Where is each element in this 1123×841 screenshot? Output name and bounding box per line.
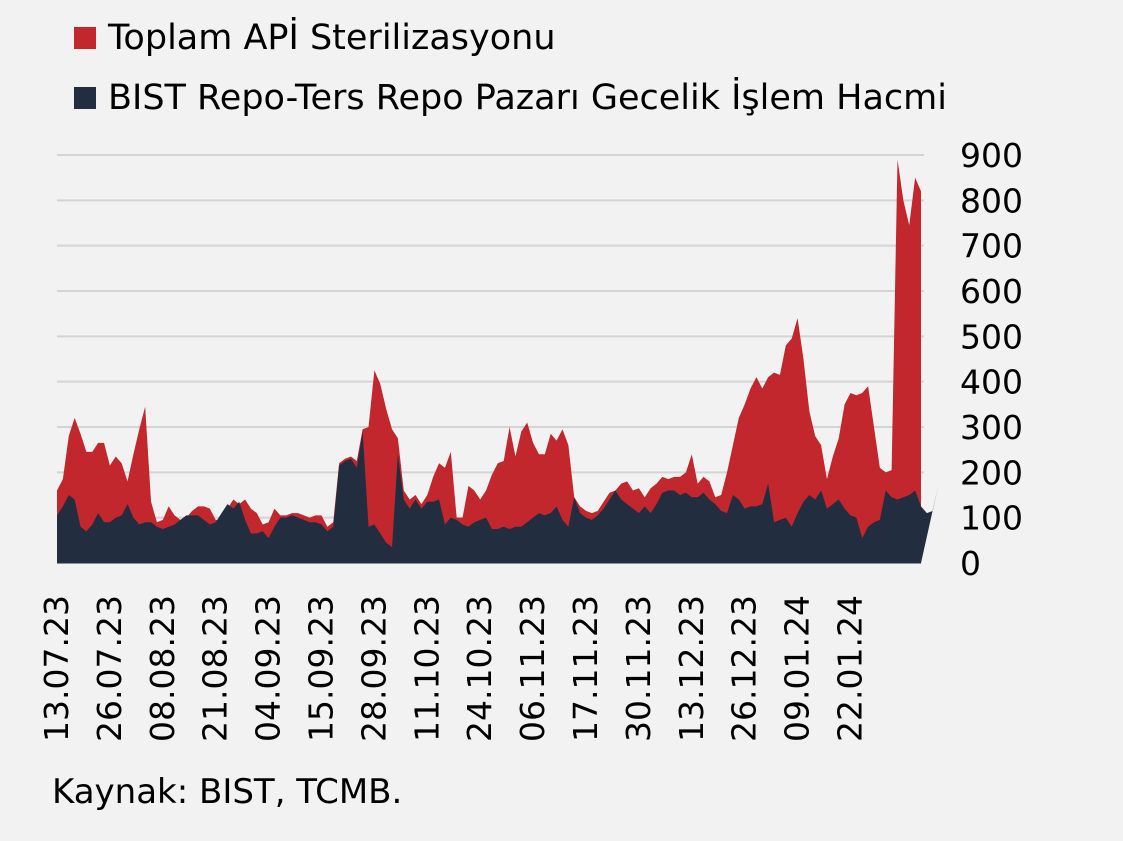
x-tick-label-04.09.23: 04.09.23 — [249, 595, 288, 742]
series-area-repo-volume — [57, 431, 939, 563]
legend-label-repo-volume: BIST Repo-Ters Repo Pazarı Gecelik İşlem… — [108, 78, 947, 118]
x-tick-label-15.09.23: 15.09.23 — [301, 595, 340, 742]
y-tick-label-500: 500 — [960, 317, 1023, 356]
x-tick-label-26.07.23: 26.07.23 — [90, 595, 129, 742]
y-tick-label-400: 400 — [960, 363, 1023, 402]
legend-item-sterilization: Toplam APİ Sterilizasyonu — [74, 14, 947, 62]
legend-label-sterilization: Toplam APİ Sterilizasyonu — [108, 18, 556, 58]
legend-item-repo-volume: BIST Repo-Ters Repo Pazarı Gecelik İşlem… — [74, 74, 947, 122]
y-tick-label-100: 100 — [960, 499, 1023, 538]
x-tick-label-13.07.23: 13.07.23 — [37, 595, 76, 742]
x-tick-label-11.10.23: 11.10.23 — [407, 595, 446, 742]
x-tick-label-09.01.24: 09.01.24 — [778, 595, 817, 742]
y-axis: 0 100 200 300 400 500 600 700 800 900 — [960, 136, 1023, 583]
y-tick-label-600: 600 — [960, 272, 1023, 311]
y-tick-label-900: 900 — [960, 136, 1023, 175]
x-tick-label-06.11.23: 06.11.23 — [513, 595, 552, 742]
x-tick-label-13.12.23: 13.12.23 — [672, 595, 711, 742]
x-axis: 13.07.23 26.07.23 08.08.23 21.08.23 04.09.23… — [37, 595, 869, 742]
x-tick-label-30.11.23: 30.11.23 — [619, 595, 658, 742]
legend-swatch-sterilization — [74, 27, 96, 49]
x-tick-label-28.09.23: 28.09.23 — [354, 595, 393, 742]
y-tick-label-200: 200 — [960, 453, 1023, 492]
x-tick-label-17.11.23: 17.11.23 — [566, 595, 605, 742]
series-areas — [57, 159, 939, 564]
y-tick-label-300: 300 — [960, 408, 1023, 447]
x-tick-label-21.08.23: 21.08.23 — [196, 595, 235, 742]
y-tick-label-800: 800 — [960, 181, 1023, 220]
legend: Toplam APİ Sterilizasyonu BIST Repo-Ters… — [74, 14, 947, 134]
x-tick-label-24.10.23: 24.10.23 — [460, 595, 499, 742]
y-tick-label-0: 0 — [960, 544, 981, 583]
series-area-sterilization — [57, 159, 921, 563]
source-note: Kaynak: BIST, TCMB. — [52, 772, 403, 812]
x-tick-label-08.08.23: 08.08.23 — [143, 595, 182, 742]
legend-swatch-repo-volume — [74, 87, 96, 109]
x-tick-label-22.01.24: 22.01.24 — [830, 595, 869, 742]
y-tick-label-700: 700 — [960, 227, 1023, 266]
x-tick-label-26.12.23: 26.12.23 — [725, 595, 764, 742]
